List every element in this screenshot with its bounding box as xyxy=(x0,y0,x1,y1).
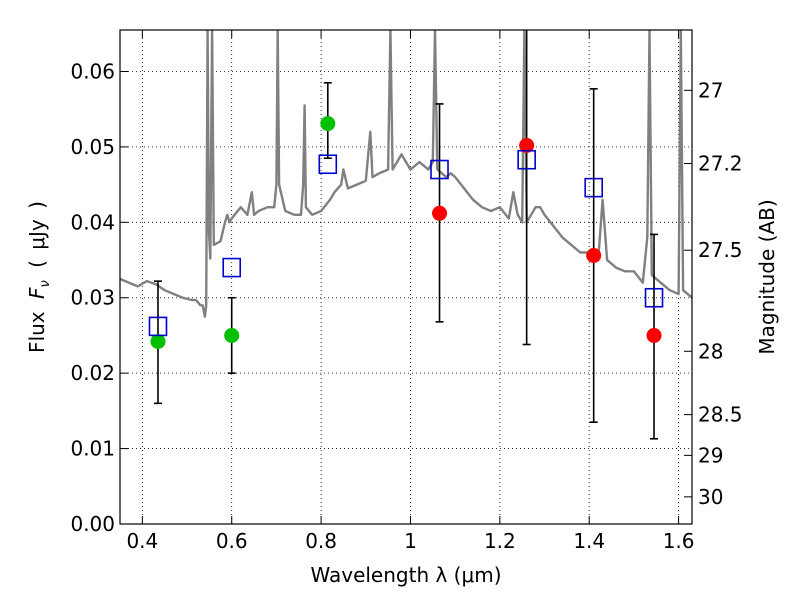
x-tick-label: 0.8 xyxy=(305,529,337,553)
x-tick-label: 1.6 xyxy=(663,529,695,553)
x-tick-label: 1 xyxy=(404,529,417,553)
y-axis-title-subscript: ν xyxy=(38,280,53,287)
y-axis-title-open-paren: ( xyxy=(25,260,49,268)
plot-frame xyxy=(119,29,693,525)
model-point xyxy=(148,316,168,337)
y2-tick-label: 27.5 xyxy=(698,238,743,262)
y2-tick-label: 28 xyxy=(698,339,723,363)
model-point xyxy=(430,159,449,180)
x-axis-title: Wavelength λ (μm) xyxy=(310,563,501,587)
y-axis-title-unit: μJy xyxy=(25,219,49,250)
y2-tick-label: 27.2 xyxy=(698,151,743,175)
model-point xyxy=(222,257,242,278)
y-axis-title-symbol: F xyxy=(25,287,49,299)
model-point xyxy=(644,287,664,308)
plot-content xyxy=(120,30,692,440)
x-tick-label: 1.4 xyxy=(573,529,605,553)
model-point xyxy=(318,154,338,175)
y-axis-title: Flux Fν ( μJy ) xyxy=(25,201,54,353)
x-tick-label: 0.6 xyxy=(216,529,248,553)
data-point xyxy=(586,248,602,264)
spectrum-line xyxy=(120,30,692,318)
y-tick-label: 0.02 xyxy=(70,361,115,385)
y2-tick-label: 30 xyxy=(698,485,723,509)
y2-tick-label: 27 xyxy=(698,78,723,102)
model-point xyxy=(517,149,536,170)
x-tick-label: 0.4 xyxy=(126,529,158,553)
data-point xyxy=(646,327,662,343)
ticks: 0.4 0.6 0.8 1 1.2 1.4 1.6 0.00 0.01 0.02 0.03 0.04 0… xyxy=(70,30,743,553)
data-point xyxy=(432,205,448,221)
y-tick-label: 0.06 xyxy=(70,59,115,83)
plot-area xyxy=(120,30,692,524)
y-axis-title-flux: Flux xyxy=(25,311,49,353)
y2-tick-label: 29 xyxy=(698,443,723,467)
y-tick-label: 0.00 xyxy=(70,512,115,536)
x-tick-label: 1.2 xyxy=(484,529,516,553)
y-axis-title-close-paren: ) xyxy=(25,201,49,209)
y2-axis-title: Magnitude (AB) xyxy=(755,199,779,354)
y-tick-label: 0.03 xyxy=(70,286,115,310)
model-point xyxy=(584,177,603,198)
data-point xyxy=(320,116,336,132)
data-point xyxy=(150,333,166,349)
data-point xyxy=(224,327,240,343)
data-point xyxy=(519,137,535,153)
y2-tick-label: 28.5 xyxy=(698,403,743,427)
y-tick-label: 0.05 xyxy=(70,135,115,159)
y-tick-label: 0.01 xyxy=(70,437,115,461)
y-tick-label: 0.04 xyxy=(70,210,115,234)
